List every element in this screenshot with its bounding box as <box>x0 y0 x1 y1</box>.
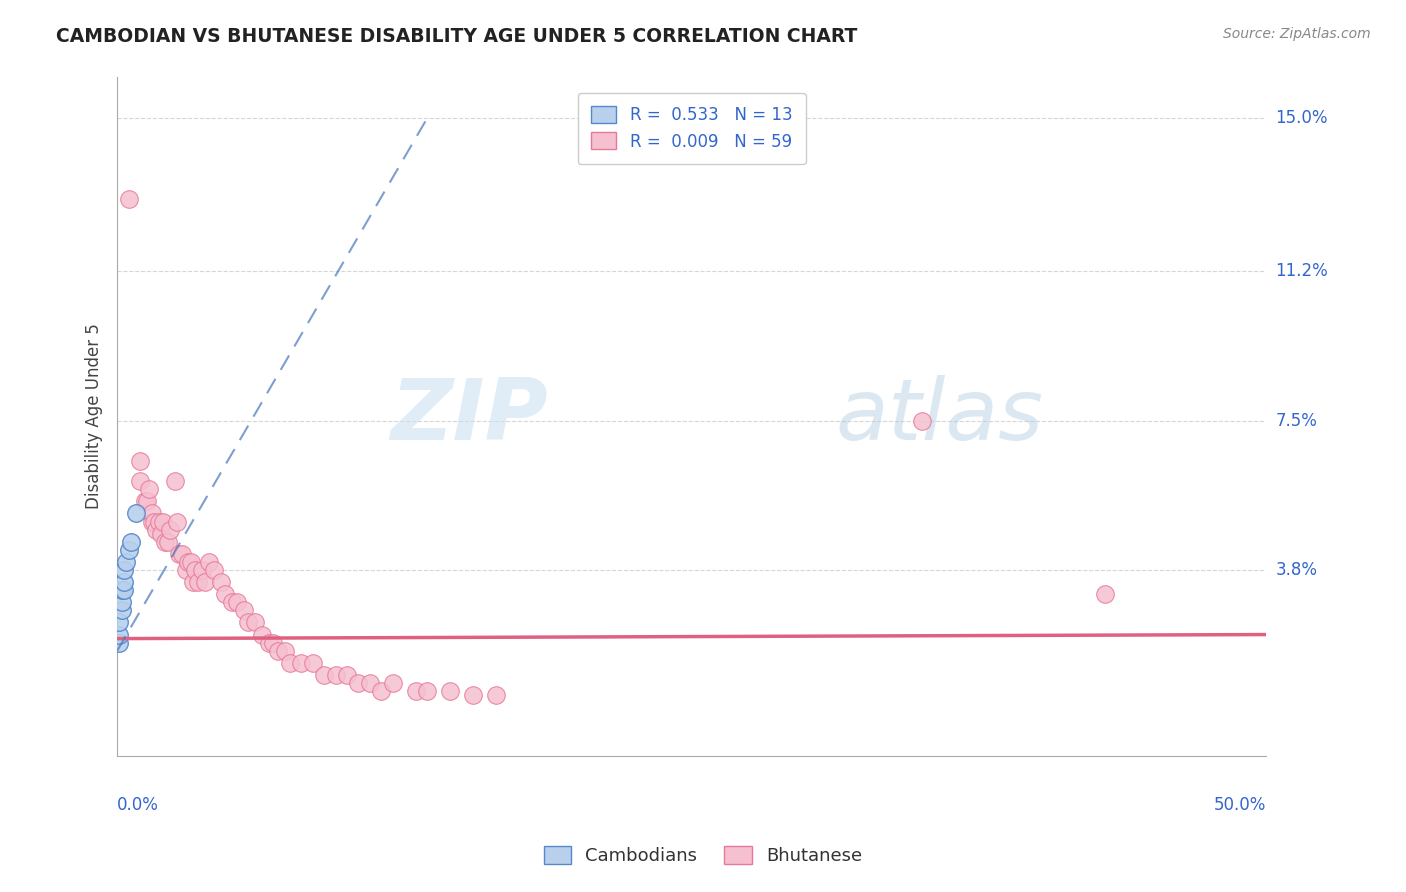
Point <box>108 627 131 641</box>
Point <box>120 534 142 549</box>
Point <box>124 507 146 521</box>
Legend: Cambodians, Bhutanese: Cambodians, Bhutanese <box>534 837 872 874</box>
Point <box>112 563 135 577</box>
Point <box>193 575 215 590</box>
Point <box>184 563 207 577</box>
Point <box>149 526 172 541</box>
Point <box>325 668 347 682</box>
Point <box>136 494 159 508</box>
Point <box>152 515 174 529</box>
Point <box>238 615 260 630</box>
Point <box>1094 587 1116 601</box>
Point <box>381 676 404 690</box>
Text: 0.0%: 0.0% <box>117 796 159 814</box>
Point <box>112 575 135 590</box>
Point <box>141 515 163 529</box>
Point <box>155 534 177 549</box>
Point <box>262 635 284 649</box>
Point <box>347 676 370 690</box>
Point <box>221 595 243 609</box>
Text: 50.0%: 50.0% <box>1213 796 1267 814</box>
Point <box>439 684 461 698</box>
Point <box>416 684 439 698</box>
Point <box>108 615 131 630</box>
Point <box>290 656 312 670</box>
Text: ZIP: ZIP <box>391 375 548 458</box>
Point <box>278 656 301 670</box>
Point <box>209 575 232 590</box>
Text: 7.5%: 7.5% <box>1275 411 1317 430</box>
Point <box>163 474 186 488</box>
Point <box>336 668 359 682</box>
Point <box>187 575 209 590</box>
Point <box>112 583 135 598</box>
Point <box>910 414 932 428</box>
Point <box>225 595 247 609</box>
Point <box>267 643 290 657</box>
Point <box>198 555 221 569</box>
Point <box>202 563 225 577</box>
Point <box>166 515 188 529</box>
Point <box>405 684 427 698</box>
Point <box>159 523 181 537</box>
Text: CAMBODIAN VS BHUTANESE DISABILITY AGE UNDER 5 CORRELATION CHART: CAMBODIAN VS BHUTANESE DISABILITY AGE UN… <box>56 27 858 45</box>
Point <box>312 668 335 682</box>
Point <box>115 555 138 569</box>
Point <box>111 595 134 609</box>
Point <box>111 583 134 598</box>
Point <box>148 515 170 529</box>
Point <box>485 688 508 702</box>
Point <box>301 656 323 670</box>
Point <box>181 575 204 590</box>
Point <box>174 563 197 577</box>
Text: 15.0%: 15.0% <box>1275 109 1327 127</box>
Point <box>118 192 141 206</box>
Point <box>129 454 152 468</box>
Point <box>145 523 167 537</box>
Point <box>214 587 236 601</box>
Point <box>111 603 134 617</box>
Point <box>138 482 160 496</box>
Point <box>177 555 200 569</box>
Point <box>274 643 297 657</box>
Point <box>243 615 266 630</box>
Point <box>180 555 202 569</box>
Point <box>359 676 381 690</box>
Point <box>232 603 254 617</box>
Legend: R =  0.533   N = 13, R =  0.009   N = 59: R = 0.533 N = 13, R = 0.009 N = 59 <box>578 93 806 164</box>
Point <box>143 515 166 529</box>
Text: Source: ZipAtlas.com: Source: ZipAtlas.com <box>1223 27 1371 41</box>
Y-axis label: Disability Age Under 5: Disability Age Under 5 <box>86 324 103 509</box>
Point <box>118 542 141 557</box>
Point <box>134 494 156 508</box>
Text: atlas: atlas <box>835 375 1043 458</box>
Point <box>463 688 485 702</box>
Point <box>257 635 280 649</box>
Point <box>167 547 190 561</box>
Point <box>141 507 163 521</box>
Point <box>108 635 131 649</box>
Point <box>170 547 193 561</box>
Point <box>370 684 392 698</box>
Text: 3.8%: 3.8% <box>1275 561 1317 579</box>
Text: 11.2%: 11.2% <box>1275 262 1329 280</box>
Point <box>129 474 152 488</box>
Point <box>191 563 214 577</box>
Point <box>250 627 273 641</box>
Point <box>156 534 179 549</box>
